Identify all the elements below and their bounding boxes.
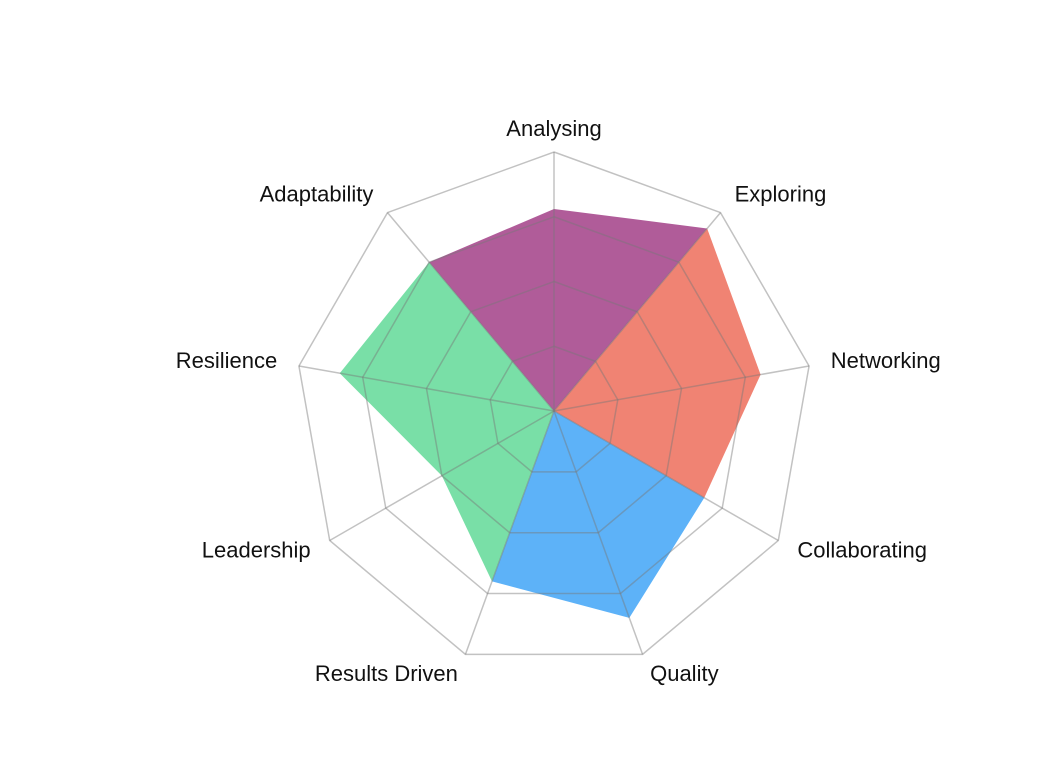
spoke xyxy=(553,410,644,655)
grid-ring xyxy=(425,280,683,534)
axis-label: Collaborating xyxy=(797,537,927,562)
axis-label: Adaptability xyxy=(260,182,374,207)
spoke xyxy=(464,410,555,655)
spoke xyxy=(553,212,722,412)
radar-area xyxy=(429,208,708,411)
radar-area xyxy=(554,228,761,498)
axis-label: Resilience xyxy=(176,348,278,373)
axis-label: Results Driven xyxy=(315,661,458,686)
axis-label: Quality xyxy=(650,661,718,686)
spoke xyxy=(298,365,555,412)
axis-label: Leadership xyxy=(202,537,311,562)
axis-label: Analysing xyxy=(506,116,601,141)
axis-label: Exploring xyxy=(735,182,827,207)
grid-ring xyxy=(298,151,810,656)
grid-ring xyxy=(489,345,619,473)
spoke xyxy=(553,365,810,412)
spoke xyxy=(386,212,555,412)
radar-area xyxy=(491,411,705,618)
spoke xyxy=(553,410,779,542)
axis-label: Networking xyxy=(831,348,941,373)
radar-area xyxy=(339,262,554,582)
spoke xyxy=(329,410,555,542)
grid-ring xyxy=(361,215,747,595)
